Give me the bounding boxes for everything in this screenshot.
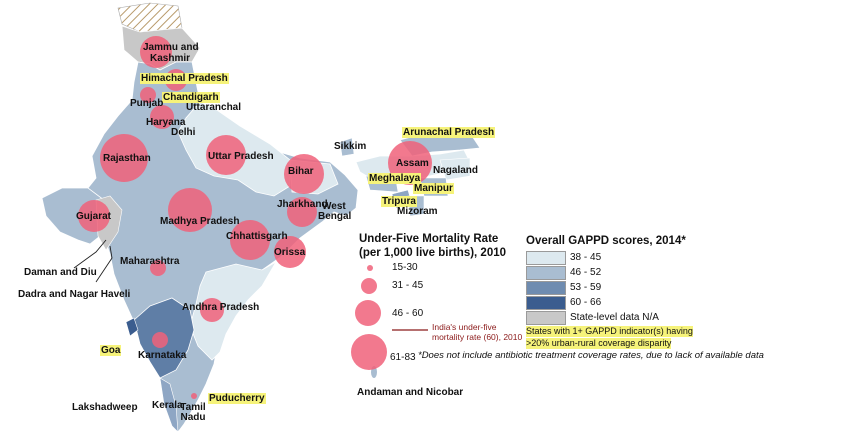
mortality-bubbles	[78, 36, 432, 399]
label-tripura: Tripura	[381, 196, 417, 207]
bubble-chhattisgarh	[230, 220, 270, 260]
label-gujarat: Gujarat	[76, 211, 112, 222]
score-swatch-2	[526, 266, 566, 280]
legend-bubble-46-60	[355, 300, 381, 326]
bubble-rajasthan	[100, 134, 148, 182]
label-himachal: Himachal Pradesh	[140, 73, 229, 84]
label-meghalaya: Meghalaya	[368, 173, 422, 184]
label-orissa: Orissa	[274, 247, 306, 258]
bubble-legend-title-2: (per 1,000 live births), 2010	[359, 247, 507, 259]
label-andaman: Andaman and Nicobar	[357, 387, 464, 398]
label-dadra: Dadra and Nagar Haveli	[18, 289, 131, 300]
region-goa	[125, 317, 139, 337]
bubble-orissa	[274, 236, 306, 268]
label-bihar: Bihar	[288, 166, 314, 177]
label-tamil-2: Nadu	[180, 412, 206, 423]
bubble-bihar	[284, 154, 324, 194]
label-maharashtra: Maharashtra	[120, 256, 180, 267]
label-sikkim: Sikkim	[334, 141, 367, 152]
highlight-note-1: States with 1+ GAPPD indicator(s) having	[526, 326, 693, 337]
national-rate-label-2: mortality rate (60), 2010	[432, 332, 523, 342]
footnote: *Does not include antibiotic treatment c…	[418, 350, 764, 361]
bubble-andhra	[200, 298, 224, 322]
label-puducherry: Puducherry	[208, 393, 266, 404]
bubble-maharashtra	[150, 260, 166, 276]
score-swatch-4	[526, 296, 566, 310]
label-nagaland: Nagaland	[433, 165, 479, 176]
label-assam: Assam	[396, 158, 429, 169]
bubble-jharkhand	[287, 197, 317, 227]
score-legend-title: Overall GAPPD scores, 2014*	[526, 235, 686, 247]
bubble-legend-label-2: 31 - 45	[392, 280, 424, 291]
region-sikkim	[339, 137, 355, 157]
bubble-legend-label-4: 61-83	[390, 352, 416, 363]
bubble-uttar-pradesh	[206, 135, 246, 175]
label-jharkhand: Jharkhand	[277, 199, 328, 210]
label-punjab: Punjab	[130, 98, 164, 109]
label-andhra: Andhra Pradesh	[182, 302, 260, 313]
label-chhattisgarh: Chhattisgarh	[226, 231, 288, 242]
label-daman: Daman and Diu	[24, 267, 97, 278]
legend-bubble-31-45	[361, 278, 377, 294]
label-uttaranchal: Uttaranchal	[186, 102, 242, 113]
label-jammu: Jammu and	[143, 42, 199, 53]
label-kashmir: Kashmir	[150, 53, 191, 64]
label-chandigarh: Chandigarh	[162, 92, 220, 103]
score-label-na: State-level data N/A	[570, 312, 659, 323]
bubble-haryana	[150, 105, 174, 129]
label-haryana: Haryana	[146, 117, 186, 128]
national-rate-label-1: India's under-five	[432, 322, 497, 332]
label-west-bengal-1: West	[322, 201, 346, 212]
score-label-1: 38 - 45	[570, 252, 602, 263]
score-swatch-na	[526, 311, 566, 325]
bubble-gujarat	[78, 200, 110, 232]
legend-bubble-15-30	[367, 265, 373, 271]
region-andhra	[189, 260, 278, 361]
bubble-legend-label-1: 15-30	[392, 262, 418, 273]
label-mizoram: Mizoram	[397, 206, 438, 217]
dadra-leader	[95, 245, 113, 283]
label-kerala: Kerala	[152, 400, 183, 411]
highlight-note-2: >20% urban-rural coverage disparity	[526, 338, 672, 349]
bubble-legend-circles	[351, 265, 387, 370]
bubble-madhya-pradesh	[168, 188, 212, 232]
label-west-bengal-2: Bengal	[318, 211, 352, 222]
label-karnataka: Karnataka	[138, 350, 187, 361]
daman-leader	[73, 239, 107, 269]
score-swatch-3	[526, 281, 566, 295]
label-madhya-pradesh: Madhya Pradesh	[160, 216, 240, 227]
label-lakshadweep: Lakshadweep	[72, 402, 138, 413]
bubble-legend-title-1: Under-Five Mortality Rate	[359, 233, 499, 245]
score-label-3: 53 - 59	[570, 282, 602, 293]
label-goa: Goa	[100, 345, 122, 356]
bubble-karnataka	[152, 332, 168, 348]
score-swatch-1	[526, 251, 566, 265]
label-delhi: Delhi	[171, 127, 196, 138]
label-arunachal: Arunachal Pradesh	[402, 127, 496, 138]
score-label-2: 46 - 52	[570, 267, 602, 278]
region-nagaland	[439, 157, 471, 181]
label-tamil-1: Tamil	[180, 402, 206, 413]
region-kerala	[159, 377, 179, 433]
label-uttar-pradesh: Uttar Pradesh	[208, 151, 274, 162]
bubble-punjab	[140, 87, 156, 103]
label-manipur: Manipur	[413, 183, 454, 194]
bubble-tamil-nadu	[191, 393, 197, 399]
legend-bubble-61-83	[351, 334, 387, 370]
score-label-4: 60 - 66	[570, 297, 602, 308]
bubble-jammu-kashmir	[140, 36, 172, 68]
bubble-legend-label-3: 46 - 60	[392, 308, 424, 319]
label-rajasthan: Rajasthan	[103, 153, 151, 164]
